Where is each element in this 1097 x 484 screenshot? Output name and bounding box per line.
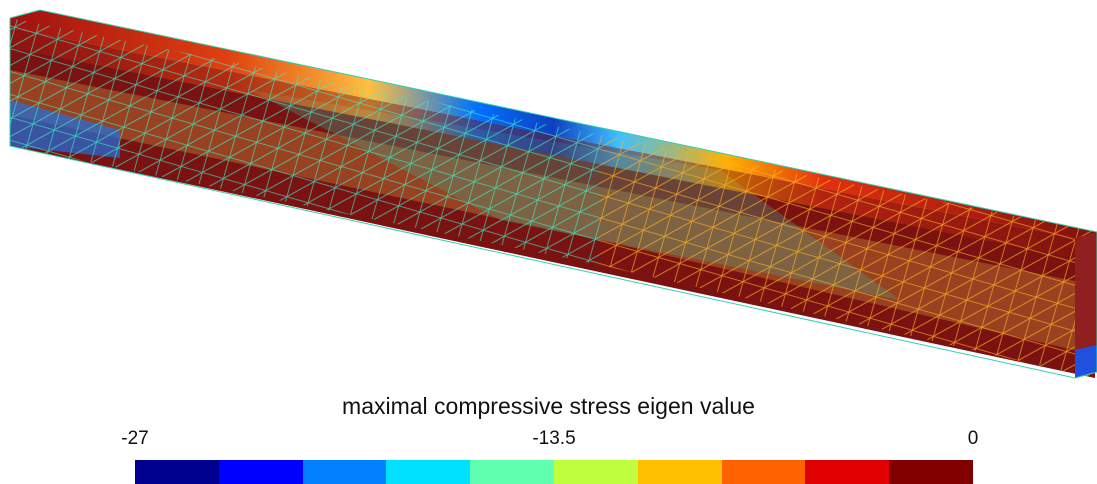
colorbar-tick-min: -27 [121, 428, 149, 449]
colorbar-segment-1 [135, 460, 219, 484]
colorbar-segment-2 [218, 460, 303, 484]
colorbar-segment-10 [889, 460, 973, 484]
colorbar-segment-4 [386, 460, 471, 484]
colorbar-tick-mid: -13.5 [532, 428, 576, 449]
beam-outline [9, 9, 1097, 379]
colorbar-title: maximal compressive stress eigen value [342, 393, 755, 419]
mesh-right [600, 135, 1097, 378]
beam-end-face-blue [1075, 345, 1097, 378]
mesh-left [10, 18, 600, 265]
colorbar-segment-3 [302, 460, 387, 484]
colorbar-segment-9 [805, 460, 890, 484]
colorbar-segment-8 [721, 460, 806, 484]
colorbar-tick-max: 0 [967, 428, 979, 449]
colorbar-segment-5 [470, 460, 554, 484]
beam-end-face [1075, 232, 1097, 378]
colorbar [135, 460, 973, 484]
stress-field-beam-mesh [9, 9, 1097, 379]
colorbar-segment-7 [637, 460, 722, 484]
colorbar-segment-6 [553, 460, 638, 484]
